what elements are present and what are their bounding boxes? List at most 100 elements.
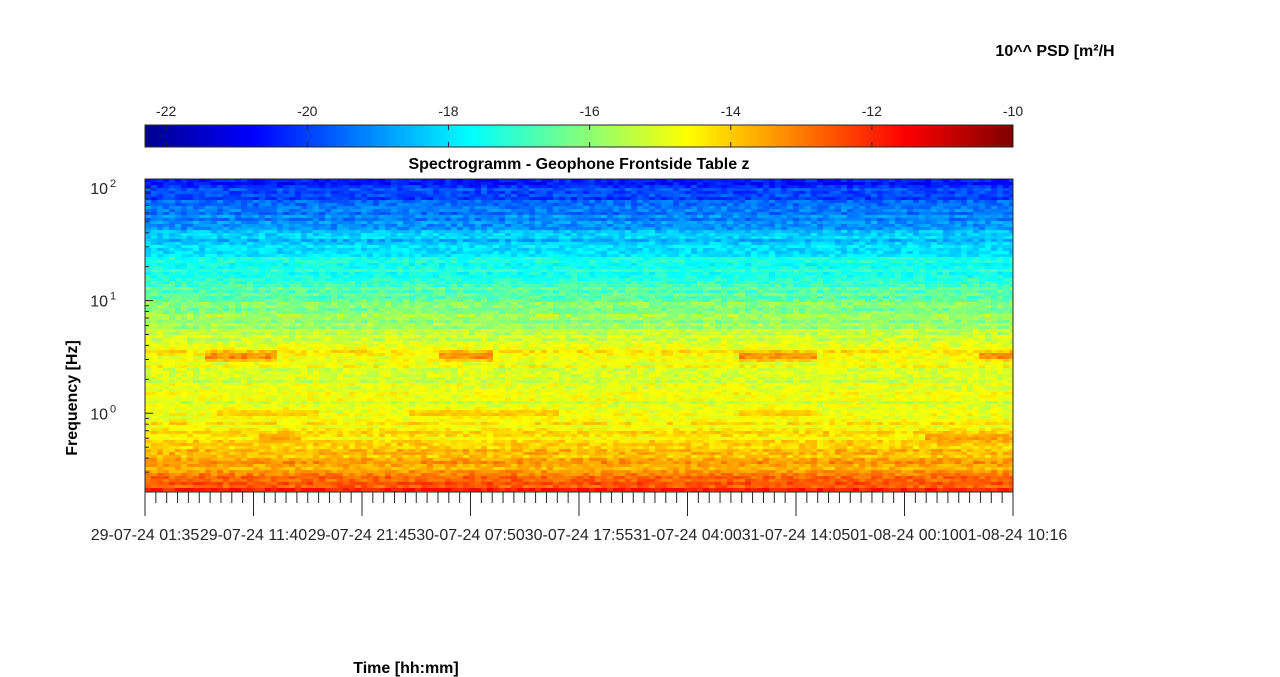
heat-cell	[871, 212, 878, 216]
heat-cell	[871, 236, 878, 240]
heat-cell	[589, 224, 596, 228]
heat-cell	[433, 278, 440, 282]
heat-cell	[187, 185, 194, 189]
heat-cell	[553, 197, 560, 201]
heat-cell	[637, 248, 644, 252]
heat-cell	[793, 236, 800, 240]
heat-cell	[379, 218, 386, 222]
heat-cell	[511, 242, 518, 246]
heat-cell	[475, 197, 482, 201]
heat-cell	[463, 200, 470, 204]
heat-cell	[703, 215, 710, 219]
heat-cell	[265, 230, 272, 234]
heat-cell	[607, 215, 614, 219]
heat-cell	[607, 185, 614, 189]
heat-cell	[1009, 191, 1014, 195]
heat-cell	[493, 182, 500, 186]
heat-cell	[655, 233, 662, 237]
heat-cell	[397, 221, 404, 225]
heat-cell	[223, 203, 230, 207]
heat-cell	[529, 248, 536, 252]
heat-cell	[961, 251, 968, 255]
heat-cell	[709, 191, 716, 195]
heat-cell	[403, 212, 410, 216]
heat-cell	[469, 251, 476, 255]
heat-cell	[925, 242, 932, 246]
heat-cell	[583, 224, 590, 228]
colorbar-tick-label: -20	[297, 103, 317, 119]
heat-cell	[403, 200, 410, 204]
heat-cell	[565, 272, 572, 276]
heat-cell	[787, 212, 794, 216]
heat-cell	[523, 278, 530, 282]
heat-cell	[295, 263, 302, 267]
heat-cell	[1009, 239, 1014, 243]
heat-cell	[823, 245, 830, 249]
heat-cell	[187, 248, 194, 252]
heat-cell	[799, 263, 806, 267]
heat-cell	[655, 227, 662, 231]
heat-cell	[391, 239, 398, 243]
heat-cell	[259, 185, 266, 189]
heat-cell	[775, 188, 782, 192]
heat-cell	[265, 272, 272, 276]
heat-cell	[721, 200, 728, 204]
heat-cell	[883, 224, 890, 228]
heat-cell	[973, 266, 980, 270]
heat-cell	[661, 239, 668, 243]
heat-cell	[925, 233, 932, 237]
heat-cell	[241, 224, 248, 228]
heat-cell	[955, 260, 962, 264]
heat-cell	[757, 191, 764, 195]
heat-cell	[793, 251, 800, 255]
heat-cell	[607, 206, 614, 210]
heat-cell	[739, 182, 746, 186]
heat-cell	[307, 179, 314, 183]
heat-cell	[229, 224, 236, 228]
heat-cell	[721, 257, 728, 261]
heat-cell	[493, 191, 500, 195]
heat-cell	[349, 266, 356, 270]
heat-cell	[211, 224, 218, 228]
heat-cell	[265, 236, 272, 240]
heat-cell	[937, 263, 944, 267]
heat-cell	[223, 206, 230, 210]
heat-cell	[469, 215, 476, 219]
heat-cell	[979, 272, 986, 276]
heat-cell	[259, 278, 266, 282]
heat-cell	[649, 203, 656, 207]
heat-cell	[781, 185, 788, 189]
heat-cell	[559, 209, 566, 213]
heat-cell	[595, 245, 602, 249]
heat-cell	[421, 206, 428, 210]
heat-cell	[481, 233, 488, 237]
heat-cell	[157, 272, 164, 276]
heat-cell	[991, 179, 998, 183]
heat-cell	[523, 245, 530, 249]
heat-cell	[643, 242, 650, 246]
heat-cell	[727, 233, 734, 237]
heat-cell	[523, 212, 530, 216]
heat-cell	[649, 191, 656, 195]
heat-cell	[391, 230, 398, 234]
heat-cell	[805, 239, 812, 243]
heat-cell	[799, 236, 806, 240]
heat-cell	[889, 269, 896, 273]
heat-cell	[673, 224, 680, 228]
heat-cell	[919, 248, 926, 252]
heat-cell	[715, 221, 722, 225]
heat-cell	[775, 239, 782, 243]
heat-cell	[235, 236, 242, 240]
heat-cell	[925, 260, 932, 264]
heat-cell	[403, 215, 410, 219]
heat-cell	[595, 221, 602, 225]
heat-cell	[919, 227, 926, 231]
heat-cell	[685, 209, 692, 213]
heat-cell	[865, 203, 872, 207]
heat-cell	[397, 179, 404, 183]
heat-cell	[727, 242, 734, 246]
heat-cell	[217, 275, 224, 279]
heat-cell	[199, 239, 206, 243]
heat-cell	[889, 278, 896, 282]
heat-cell	[643, 191, 650, 195]
